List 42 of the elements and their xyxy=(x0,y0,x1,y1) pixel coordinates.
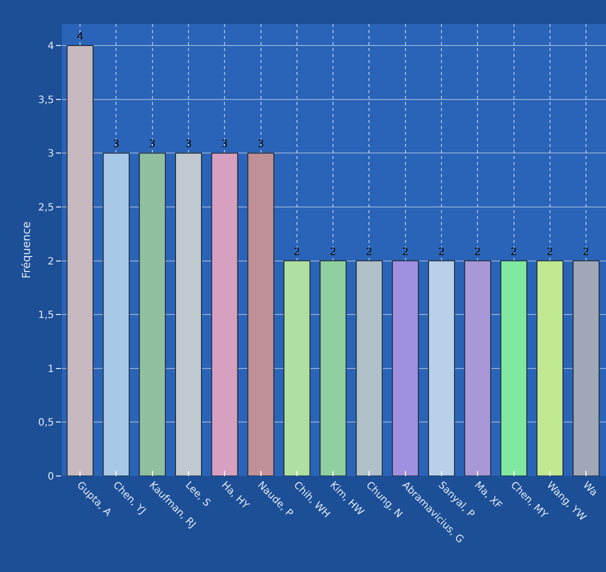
bar xyxy=(247,152,274,476)
y-tick-label: 3 xyxy=(48,148,54,160)
y-tick-label: 3,5 xyxy=(38,94,54,106)
bar xyxy=(464,260,492,476)
bar xyxy=(500,260,528,476)
bar xyxy=(572,260,600,476)
data-label: 3 xyxy=(258,139,264,150)
data-label: 3 xyxy=(149,139,156,150)
data-label: 4 xyxy=(76,32,84,43)
data-label: 2 xyxy=(474,246,481,258)
data-label: 2 xyxy=(438,246,445,258)
bar xyxy=(320,260,347,476)
y-tick-label: 2,5 xyxy=(38,202,54,214)
bar xyxy=(211,152,238,476)
x-tick-label: Wa xyxy=(580,480,600,499)
bar xyxy=(175,152,202,476)
y-tick-label: 0 xyxy=(48,472,54,482)
bar xyxy=(428,260,456,476)
x-tick-label: Ha, HY xyxy=(219,480,252,512)
y-tick-label: 1 xyxy=(48,364,54,375)
bar xyxy=(102,152,130,476)
data-label: 2 xyxy=(510,246,518,258)
data-label: 2 xyxy=(330,246,336,258)
bar xyxy=(392,260,419,476)
bar xyxy=(536,260,564,476)
data-label: 2 xyxy=(546,246,554,258)
data-label: 2 xyxy=(366,246,372,258)
y-tick-label: 4 xyxy=(48,41,54,52)
data-label: 2 xyxy=(294,246,300,258)
y-tick-label: 1,5 xyxy=(38,310,54,322)
y-tick-label: 0,5 xyxy=(38,418,54,429)
data-label: 3 xyxy=(221,139,228,150)
data-label: 2 xyxy=(402,246,409,258)
bar xyxy=(66,45,94,476)
y-axis-title: Fréquence xyxy=(20,221,33,279)
data-label: 2 xyxy=(582,246,590,258)
bar xyxy=(283,260,310,476)
y-tick-label: 2 xyxy=(48,256,54,268)
data-label: 3 xyxy=(185,139,192,150)
bar xyxy=(356,260,383,476)
data-label: 3 xyxy=(113,139,120,150)
bar xyxy=(138,152,166,476)
